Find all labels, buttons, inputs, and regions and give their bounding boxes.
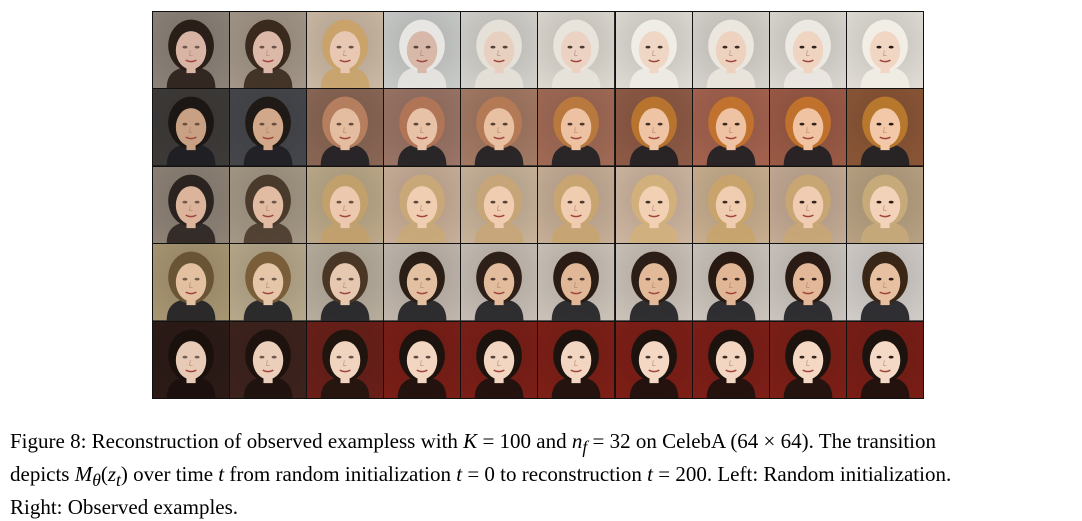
face-image-r5-c9 xyxy=(769,321,846,398)
face-reconstruction-grid xyxy=(152,11,924,399)
face-image-r3-c5 xyxy=(461,166,538,244)
face-image-r5-c2 xyxy=(230,321,307,398)
face-image-r3-c4 xyxy=(384,166,461,244)
face-image-r3-c1 xyxy=(153,166,230,244)
face-image-r1-c10 xyxy=(846,12,923,89)
face-image-r2-c9 xyxy=(769,89,846,166)
face-image-r1-c9 xyxy=(769,12,846,89)
face-image-r3-c9 xyxy=(769,166,846,244)
face-image-r3-c8 xyxy=(692,166,769,244)
face-image-r5-c8 xyxy=(692,321,769,398)
face-image-r2-c8 xyxy=(692,89,769,166)
face-image-r5-c5 xyxy=(461,321,538,398)
face-image-r2-c10 xyxy=(846,89,923,166)
face-image-r1-c6 xyxy=(538,12,615,89)
face-image-r4-c10 xyxy=(846,244,923,321)
caption-line-3: Right: Observed examples. xyxy=(10,495,239,520)
face-image-r2-c4 xyxy=(384,89,461,166)
face-image-r5-c7 xyxy=(615,321,692,398)
face-image-r5-c6 xyxy=(538,321,615,398)
face-image-r1-c3 xyxy=(307,12,384,89)
face-image-r5-c3 xyxy=(307,321,384,398)
face-image-r4-c9 xyxy=(769,244,846,321)
face-image-r4-c3 xyxy=(307,244,384,321)
face-image-r1-c7 xyxy=(615,12,692,89)
face-image-r1-c5 xyxy=(461,12,538,89)
face-image-r2-c3 xyxy=(307,89,384,166)
face-image-r3-c3 xyxy=(307,166,384,244)
face-image-r4-c6 xyxy=(538,244,615,321)
caption-line-1: Figure 8: Reconstruction of observed exa… xyxy=(10,429,936,458)
face-image-r3-c2 xyxy=(230,166,307,244)
face-image-r4-c2 xyxy=(230,244,307,321)
face-image-r1-c1 xyxy=(153,12,230,89)
face-image-r1-c4 xyxy=(384,12,461,89)
face-image-r3-c10 xyxy=(846,166,923,244)
face-image-r1-c2 xyxy=(230,12,307,89)
face-image-r3-c7 xyxy=(615,166,692,244)
face-image-r2-c5 xyxy=(461,89,538,166)
face-image-r5-c10 xyxy=(846,321,923,398)
face-image-r4-c4 xyxy=(384,244,461,321)
face-image-r4-c5 xyxy=(461,244,538,321)
face-image-r2-c7 xyxy=(615,89,692,166)
face-image-r4-c7 xyxy=(615,244,692,321)
face-image-r4-c1 xyxy=(153,244,230,321)
face-image-r1-c8 xyxy=(692,12,769,89)
face-image-r4-c8 xyxy=(692,244,769,321)
face-image-r2-c6 xyxy=(538,89,615,166)
caption-line-2: depicts Mθ(zt) over time t from random i… xyxy=(10,462,952,491)
face-image-r2-c2 xyxy=(230,89,307,166)
face-image-r5-c1 xyxy=(153,321,230,398)
face-image-r2-c1 xyxy=(153,89,230,166)
face-image-r5-c4 xyxy=(384,321,461,398)
face-image-r3-c6 xyxy=(538,166,615,244)
figure-caption: Figure 8: Reconstruction of observed exa… xyxy=(10,428,1074,521)
